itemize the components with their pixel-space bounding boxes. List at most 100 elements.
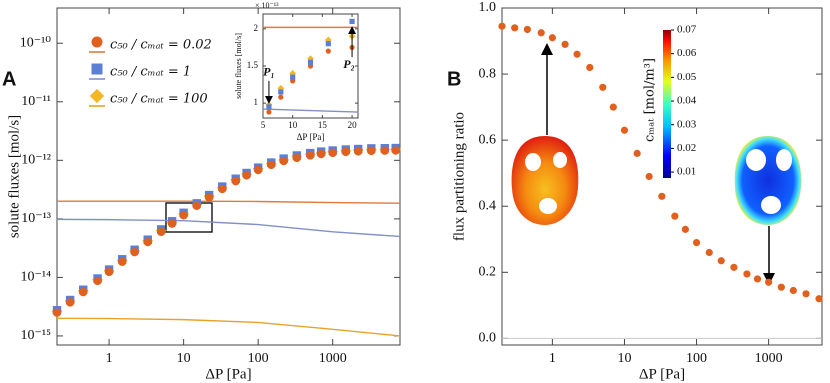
data-point — [290, 74, 296, 80]
data-point — [789, 286, 797, 295]
annotation: P₁ — [263, 65, 275, 79]
data-point — [156, 227, 166, 237]
y-tick-label: 10⁻¹² — [21, 153, 51, 168]
plot-frame — [56, 7, 401, 346]
data-point — [167, 219, 177, 228]
data-point — [599, 83, 607, 91]
series-line — [57, 200, 401, 204]
panel-label: A — [2, 68, 16, 90]
y-tick-label: 1.0 — [479, 0, 497, 15]
data-point — [354, 147, 363, 156]
y-axis-label: solute fluxes [mol/s] — [6, 115, 22, 238]
data-point — [130, 247, 139, 257]
data-point — [498, 22, 506, 30]
legend-label: c₅₀ / cₘₐₜ = 0.02 — [110, 38, 212, 53]
data-point — [620, 126, 629, 134]
data-point — [349, 18, 355, 25]
legend-label: c₅₀ / cₘₐₜ = 100 — [110, 92, 208, 107]
data-point — [645, 172, 653, 181]
data-point — [743, 270, 751, 278]
data-point — [267, 160, 276, 170]
data-point — [266, 104, 272, 110]
x-axis-label: ΔP [Pa] — [297, 132, 325, 142]
x-tick-label: 5 — [261, 120, 266, 130]
legend-marker — [91, 63, 103, 75]
data-point — [231, 176, 240, 186]
x-tick-label: 1000 — [319, 351, 347, 366]
data-point — [104, 267, 114, 277]
data-point — [537, 29, 545, 37]
panel-label: B — [447, 68, 461, 90]
data-point — [242, 171, 251, 180]
y-tick-label: 2 — [254, 23, 259, 33]
y-tick-label: 1.5 — [247, 60, 259, 70]
data-point — [705, 248, 713, 257]
colorbar-tick-label: 0.03 — [677, 118, 697, 130]
data-point — [179, 211, 188, 220]
data-point — [802, 290, 810, 298]
y-axis-label: solute fluxes [mol/s] — [234, 33, 243, 99]
x-tick-label: 10 — [617, 351, 631, 366]
x-tick-label: 1000 — [755, 351, 783, 366]
y-tick-label: 0.0 — [479, 331, 497, 346]
data-point — [523, 25, 531, 34]
data-point — [367, 146, 376, 156]
data-point — [316, 149, 326, 159]
y-axis-label: flux partitioning ratio — [451, 112, 467, 241]
data-point — [204, 193, 214, 202]
legend-label: c₅₀ / cₘₐₜ = 1 — [110, 65, 191, 80]
y-tick-label: 0.4 — [479, 198, 497, 213]
data-point — [93, 276, 102, 286]
plot-frame — [501, 7, 823, 346]
series-line — [56, 317, 401, 337]
y-multiplier: × 10⁻¹³ — [255, 1, 279, 10]
y-tick-label: 1 — [254, 97, 259, 107]
data-point — [753, 275, 762, 283]
data-point — [777, 283, 785, 291]
y-tick-label: 0.2 — [479, 265, 497, 280]
colorbar-label: cₘₐₜ [mol/m³] — [643, 58, 658, 142]
data-point — [65, 298, 75, 307]
x-tick-label: 10 — [177, 351, 191, 366]
cross-section-right — [734, 136, 802, 225]
data-point — [341, 147, 351, 157]
y-tick-label: 10⁻¹⁴ — [21, 270, 52, 285]
data-point — [324, 36, 332, 44]
data-point — [306, 151, 315, 160]
data-point — [328, 148, 337, 158]
y-tick-label: 0.6 — [479, 132, 497, 147]
data-point — [278, 94, 284, 100]
data-point — [658, 192, 666, 200]
data-point — [292, 153, 302, 163]
x-axis-label: ΔP [Pa] — [639, 366, 685, 382]
x-tick-label: 10 — [288, 120, 298, 130]
data-point — [717, 257, 725, 265]
data-point — [79, 287, 88, 297]
data-point — [730, 263, 738, 271]
x-tick-label: 1 — [106, 351, 113, 366]
data-point — [325, 48, 331, 54]
x-tick-label: 20 — [348, 120, 358, 130]
annotation: P₂ — [343, 57, 355, 71]
legend-marker — [89, 88, 105, 104]
y-tick-label: 10⁻¹⁰ — [20, 35, 52, 50]
colorbar-tick-label: 0.06 — [677, 47, 697, 59]
legend-marker — [91, 36, 103, 48]
data-point — [671, 212, 679, 220]
data-point — [325, 41, 331, 47]
y-tick-label: 10⁻¹¹ — [21, 94, 51, 109]
x-axis-label: ΔP [Pa] — [205, 366, 251, 382]
zoom-box — [165, 202, 213, 233]
data-point — [380, 146, 389, 155]
colorbar-tick-label: 0.01 — [677, 166, 696, 178]
data-point — [143, 237, 152, 247]
colorbar-tick-label: 0.02 — [677, 142, 696, 154]
data-point — [681, 225, 689, 233]
colorbar-tick-label: 0.04 — [677, 95, 697, 107]
data-point — [218, 184, 227, 194]
data-point — [586, 63, 594, 72]
y-tick-label: 10⁻¹³ — [21, 211, 51, 226]
x-tick-label: 100 — [248, 351, 269, 366]
data-point — [633, 149, 641, 157]
